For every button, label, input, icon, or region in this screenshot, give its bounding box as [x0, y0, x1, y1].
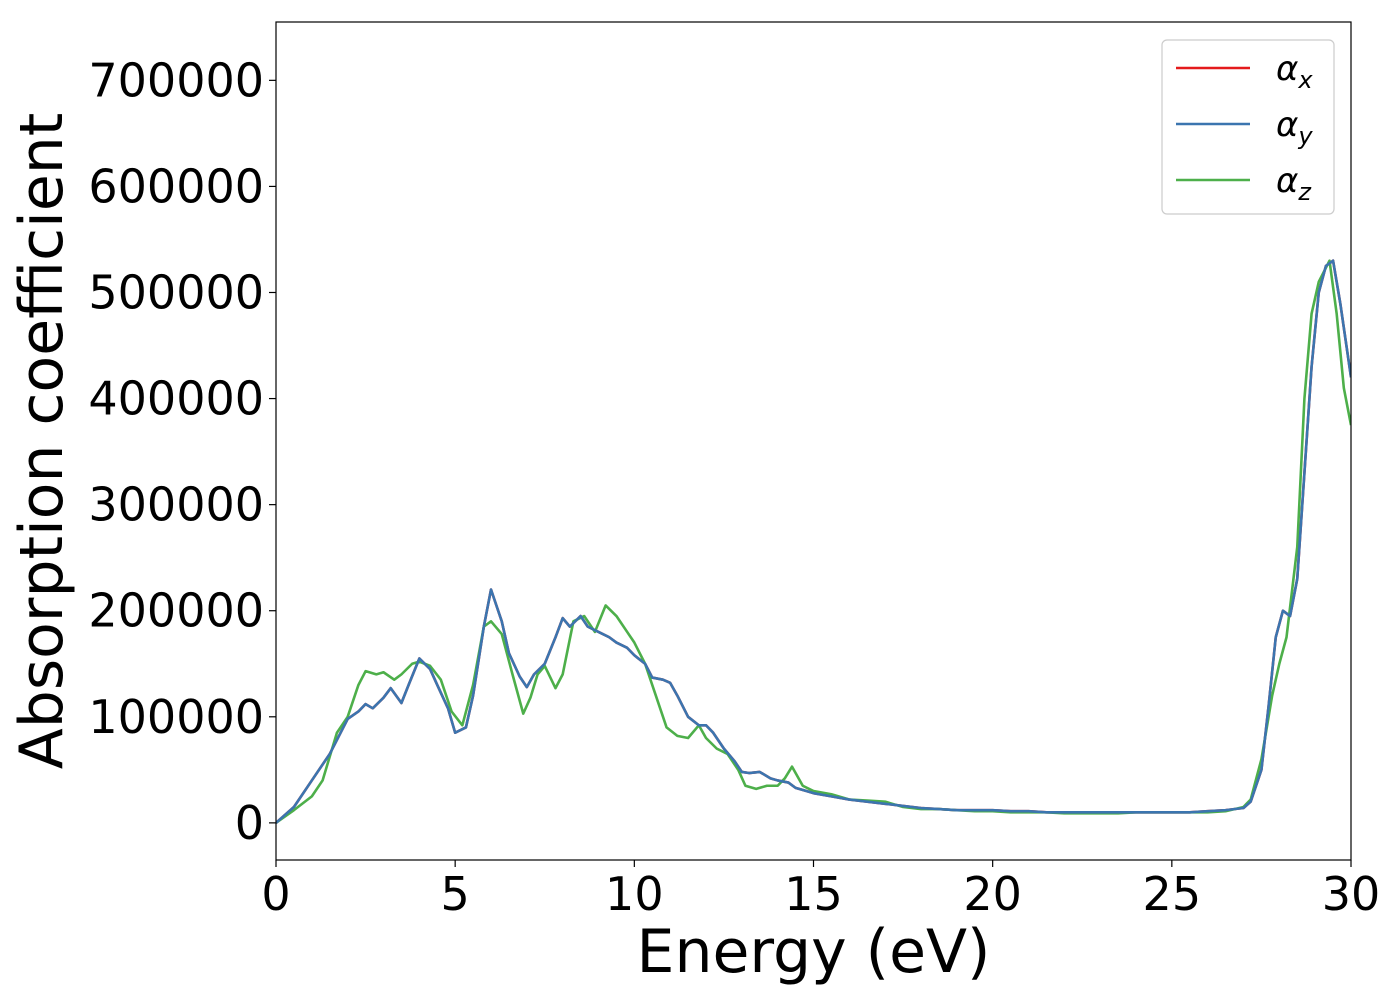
- legend-subscript: z: [1297, 178, 1312, 206]
- x-tick-label: 20: [963, 867, 1022, 921]
- y-tick-label: 300000: [88, 478, 264, 532]
- y-tick-label: 200000: [88, 584, 264, 638]
- legend-symbol: α: [1276, 161, 1298, 201]
- x-axis-label: Energy (eV): [637, 917, 991, 987]
- x-tick-label: 25: [1143, 867, 1202, 921]
- x-tick-label: 30: [1322, 867, 1381, 921]
- series-line-alpha-y: [276, 259, 1351, 824]
- x-tick-label: 10: [605, 867, 664, 921]
- legend-subscript: y: [1297, 122, 1313, 150]
- legend-symbol: α: [1276, 49, 1298, 89]
- y-tick-label: 600000: [88, 159, 264, 213]
- ticks: 0 5 10 15 20 25 30 0 100000 200000 300000 400000 500…: [88, 53, 1380, 921]
- y-tick-label: 500000: [88, 265, 264, 319]
- y-tick-label: 0: [235, 796, 264, 850]
- legend-label-alpha-x: αx: [1276, 49, 1313, 94]
- series-line-alpha-z: [276, 259, 1351, 824]
- legend-label-alpha-z: αz: [1276, 161, 1312, 206]
- y-axis-label: Absorption coefficient: [7, 113, 77, 770]
- y-tick-label: 100000: [88, 690, 264, 744]
- legend-box: [1161, 39, 1335, 215]
- x-tick-label: 5: [441, 867, 470, 921]
- legend-symbol: α: [1276, 105, 1298, 145]
- series-line-alpha-x: [276, 259, 1351, 824]
- y-tick-label: 400000: [88, 372, 264, 426]
- y-tick-label: 700000: [88, 53, 264, 107]
- legend-label-alpha-y: αy: [1276, 105, 1313, 150]
- legend-subscript: x: [1297, 66, 1313, 94]
- x-tick-label: 15: [784, 867, 843, 921]
- x-tick-label: 0: [261, 867, 290, 921]
- series-group: [276, 259, 1351, 824]
